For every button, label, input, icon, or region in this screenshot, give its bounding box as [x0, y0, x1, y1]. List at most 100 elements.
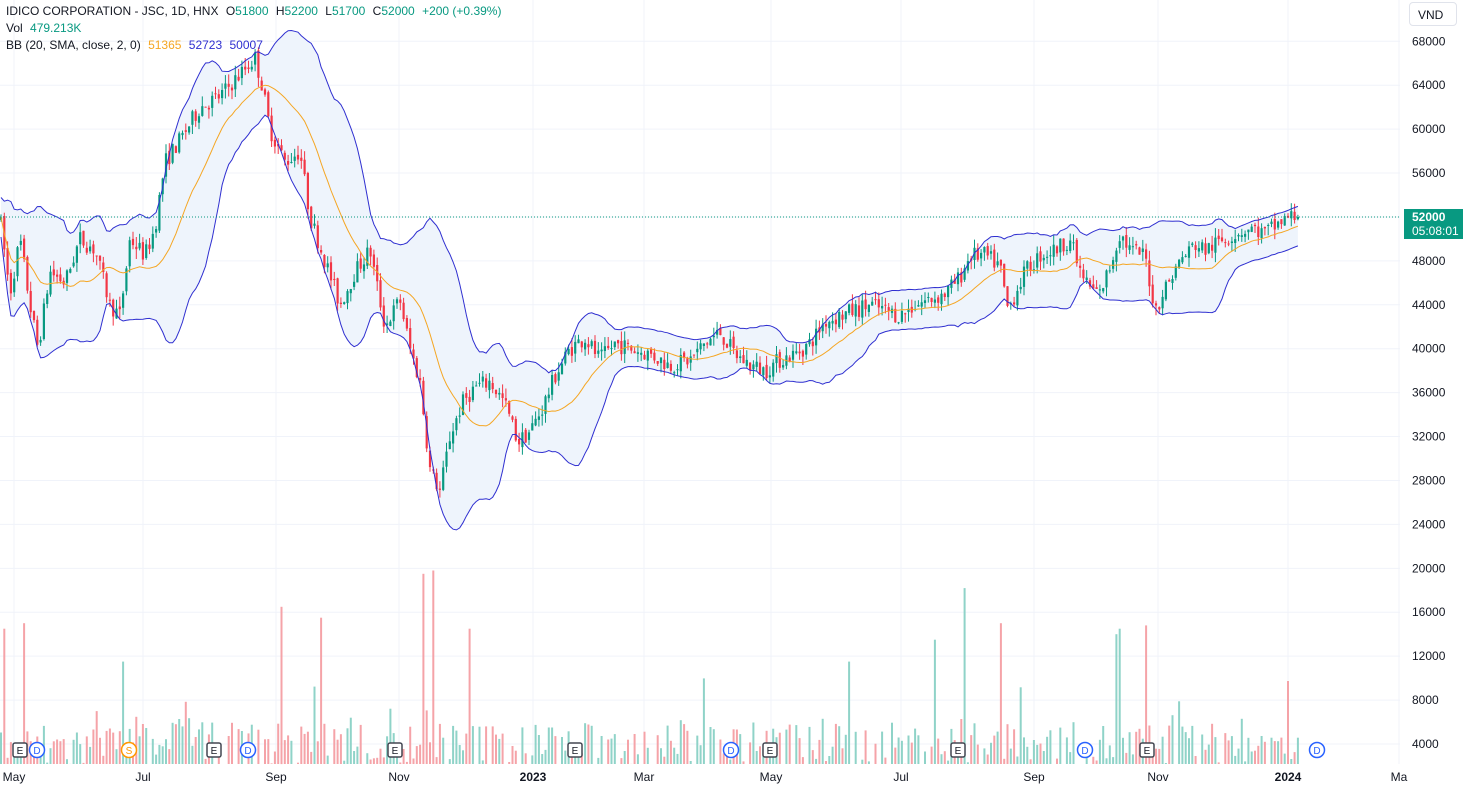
candle-body — [1204, 243, 1207, 255]
volume-bar — [1006, 724, 1009, 764]
candle-body — [656, 361, 659, 364]
time-tick-label: Mar — [634, 770, 655, 784]
candle-body — [1003, 263, 1006, 287]
volume-bar — [343, 760, 346, 764]
volume-bar — [524, 753, 527, 764]
candle-body — [65, 270, 69, 283]
dividend-icon — [722, 741, 740, 759]
candle-body — [184, 130, 187, 132]
event-marker-earnings[interactable]: E — [12, 742, 28, 758]
candle-body — [1042, 257, 1045, 261]
candle-body — [128, 240, 131, 267]
candle-body — [1194, 245, 1197, 250]
candle-body — [323, 255, 326, 268]
volume-bar — [442, 737, 445, 764]
candle-body — [178, 133, 181, 153]
event-marker-earnings[interactable]: E — [762, 742, 778, 758]
candle-body — [603, 346, 606, 351]
volume-bar — [1296, 737, 1299, 764]
event-marker-earnings[interactable]: E — [1139, 742, 1155, 758]
volume-bar — [1244, 761, 1247, 764]
event-marker-dividend[interactable]: D — [1308, 741, 1326, 759]
candle-body — [617, 340, 620, 344]
candle-body — [1062, 238, 1065, 252]
candle-body — [402, 302, 405, 320]
candle-body — [1026, 261, 1029, 269]
currency-button[interactable]: VND — [1409, 2, 1457, 26]
candle-body — [719, 327, 722, 336]
volume-bar — [597, 757, 600, 764]
volume-bar — [1029, 759, 1032, 764]
volume-bar — [1039, 743, 1042, 764]
volume-bar — [471, 726, 474, 764]
event-marker-dividend[interactable]: D — [28, 741, 46, 759]
candle-body — [1085, 277, 1088, 280]
event-marker-dividend[interactable]: D — [239, 741, 257, 759]
volume-bar — [884, 757, 887, 764]
candle-body — [478, 382, 481, 384]
volume-bar — [719, 739, 722, 764]
bollinger-band-lines — [0, 29, 1299, 531]
event-marker-earnings[interactable]: E — [206, 742, 222, 758]
candle-body — [772, 362, 775, 377]
event-marker-dividend[interactable]: D — [722, 741, 740, 759]
candle-body — [1072, 242, 1075, 244]
candle-body — [1148, 260, 1151, 287]
volume-bar — [1234, 755, 1237, 764]
volume-bar — [973, 723, 976, 764]
event-marker-dividend[interactable]: D — [1076, 741, 1094, 759]
candle-body — [636, 352, 639, 354]
close-label: C — [372, 4, 382, 18]
candle-body — [574, 341, 577, 354]
volume-bar — [755, 751, 758, 764]
volume-bar — [495, 734, 497, 764]
candle-body — [1237, 235, 1240, 237]
volume-bar — [498, 738, 501, 764]
volume-bar — [313, 686, 316, 764]
candle-body — [511, 416, 514, 420]
candle-body — [907, 308, 910, 312]
volume-bar — [1224, 733, 1227, 764]
volume-bar — [125, 753, 128, 764]
volume-bar — [6, 757, 9, 764]
volume-bar — [0, 732, 2, 764]
volume-bar — [168, 749, 171, 764]
volume-bar — [277, 723, 280, 764]
bollinger-lower-line — [0, 114, 1299, 531]
candle-body — [336, 278, 339, 304]
candle-body — [620, 341, 623, 355]
event-marker-earnings[interactable]: E — [387, 742, 403, 758]
volume-bar — [1207, 744, 1210, 764]
candle-body — [808, 339, 811, 345]
candle-body — [273, 139, 276, 147]
candle-body — [1108, 270, 1111, 272]
event-marker-label: E — [767, 746, 774, 757]
volume-bar — [514, 750, 517, 764]
candle-body — [1121, 236, 1125, 241]
candle-body — [488, 380, 491, 391]
event-marker-split[interactable]: S — [120, 741, 138, 759]
candle-body — [194, 111, 197, 121]
volume-bar — [1217, 762, 1220, 764]
volume-bar — [1191, 725, 1194, 764]
volume-bar — [590, 725, 593, 764]
event-marker-earnings[interactable]: E — [950, 742, 966, 758]
candle-body — [1171, 279, 1174, 283]
candle-body — [587, 344, 590, 348]
candle-body — [527, 432, 531, 440]
candle-body — [283, 152, 286, 160]
price-tick-label: 60000 — [1412, 122, 1446, 136]
event-marker-label: E — [392, 746, 399, 757]
volume-bar — [696, 735, 699, 764]
volume-bar — [564, 750, 567, 764]
candle-body — [445, 451, 448, 467]
price-tick-label: 36000 — [1412, 386, 1446, 400]
candle-body — [389, 321, 392, 326]
candle-body — [956, 272, 960, 285]
event-marker-earnings[interactable]: E — [567, 742, 583, 758]
open-value: 51800 — [235, 4, 269, 18]
candle-body — [861, 300, 864, 318]
event-marker-label: E — [211, 746, 218, 757]
candle-body — [534, 418, 537, 426]
